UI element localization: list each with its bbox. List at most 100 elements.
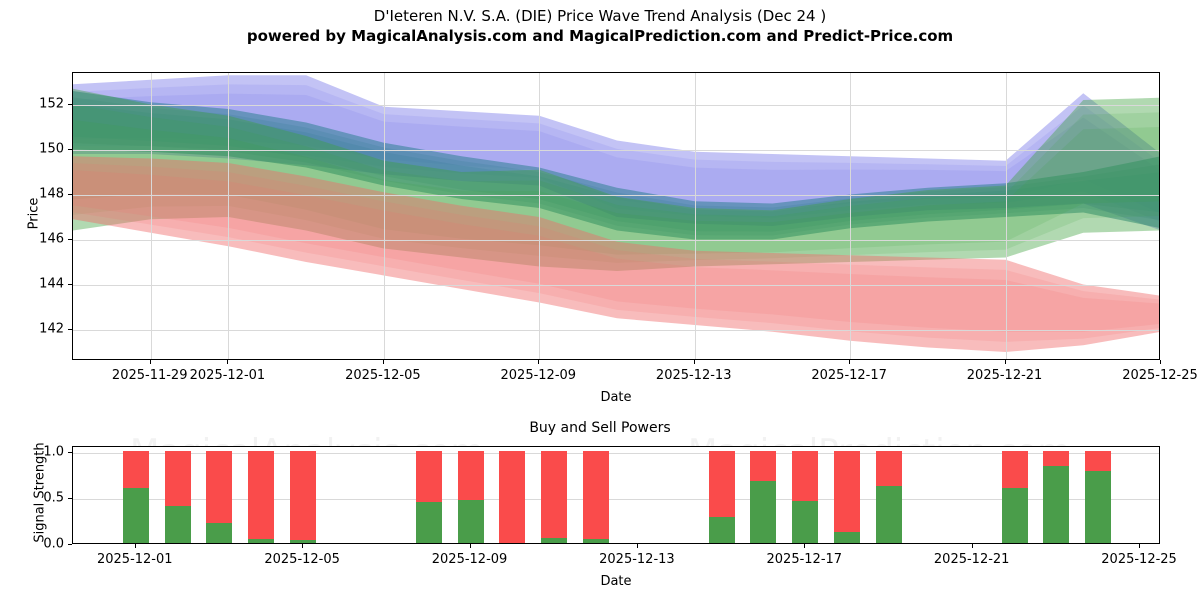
- sell-power-segment: [248, 450, 275, 540]
- buy-power-segment: [541, 538, 568, 543]
- x-tick-label: 2025-12-17: [811, 368, 887, 383]
- y-tick-mark: [68, 238, 72, 240]
- signal-bar[interactable]: [1085, 450, 1112, 543]
- signal-bar[interactable]: [708, 450, 735, 543]
- x-tick-mark: [1004, 360, 1006, 364]
- x-tick-mark: [382, 360, 384, 364]
- x-tick-label: 2025-12-01: [189, 368, 266, 383]
- grid-line-vertical: [1005, 73, 1007, 359]
- x-tick-label: 2025-12-21: [966, 368, 1043, 383]
- price-band-inner: [73, 97, 1159, 236]
- sell-power-segment: [876, 450, 902, 486]
- signal-bar[interactable]: [164, 450, 191, 543]
- sell-power-segment: [415, 450, 442, 503]
- price-band-green-band: [73, 88, 1159, 271]
- signal-bar[interactable]: [1043, 450, 1070, 543]
- price-band-teal-core-band: [73, 91, 1159, 240]
- price-band-inner: [73, 103, 1159, 232]
- x-tick-mark: [1139, 544, 1141, 548]
- grid-line-horizontal: [73, 284, 1159, 286]
- y-tick-mark: [68, 497, 72, 499]
- signal-bar[interactable]: [206, 450, 233, 543]
- x-tick-mark: [693, 360, 695, 364]
- grid-line-horizontal: [73, 239, 1159, 241]
- x-tick-label: 2025-12-05: [345, 368, 421, 383]
- sell-power-segment: [1043, 450, 1070, 467]
- signal-bar[interactable]: [457, 450, 484, 543]
- buy-power-segment: [876, 485, 902, 543]
- power-x-axis-title: Date: [600, 574, 632, 589]
- grid-line-vertical: [694, 73, 696, 359]
- grid-line-vertical: [383, 73, 385, 359]
- sell-power-segment: [1085, 450, 1112, 471]
- price-band-inner: [73, 93, 1159, 213]
- x-tick-label: 2025-12-13: [655, 368, 732, 383]
- y-tick-mark: [68, 451, 72, 453]
- y-tick-mark: [68, 283, 72, 285]
- signal-bar[interactable]: [876, 450, 902, 543]
- signal-bar[interactable]: [499, 450, 526, 543]
- sell-power-segment: [290, 450, 317, 541]
- grid-line-vertical: [539, 73, 541, 359]
- price-band-inner: [73, 119, 1159, 255]
- grid-line-horizontal: [73, 452, 1159, 454]
- x-tick-mark: [469, 544, 471, 548]
- sell-power-segment: [541, 450, 568, 539]
- y-tick-label: 152: [39, 96, 64, 111]
- grid-line-vertical: [150, 73, 152, 359]
- price-band-inner: [73, 163, 1159, 342]
- price-band-inner: [73, 104, 1159, 263]
- buy-power-segment: [834, 531, 861, 543]
- y-tick-mark: [68, 193, 72, 195]
- y-tick-label: 150: [39, 141, 64, 156]
- page-title: D'Ieteren N.V. S.A. (DIE) Price Wave Tre…: [373, 7, 827, 25]
- buy-power-segment: [1043, 466, 1070, 543]
- x-tick-label: 2025-12-09: [431, 552, 508, 567]
- signal-bar[interactable]: [750, 450, 777, 543]
- grid-line-horizontal: [73, 329, 1159, 331]
- signal-bar[interactable]: [583, 450, 610, 543]
- signal-bar[interactable]: [290, 450, 317, 543]
- page-subtitle: powered by MagicalAnalysis.com and Magic…: [246, 27, 954, 45]
- y-tick-label: 148: [39, 186, 64, 201]
- signal-bar[interactable]: [122, 450, 149, 543]
- buy-power-segment: [1085, 470, 1112, 543]
- x-tick-label: 2025-12-01: [96, 552, 173, 567]
- signal-bar[interactable]: [248, 450, 275, 543]
- title-block: D'Ieteren N.V. S.A. (DIE) Price Wave Tre…: [0, 6, 1200, 46]
- buy-power-segment: [792, 501, 819, 543]
- y-tick-mark: [68, 148, 72, 150]
- x-tick-label: 2025-12-17: [766, 552, 843, 567]
- sell-power-segment: [583, 450, 610, 540]
- signal-bar[interactable]: [415, 450, 442, 543]
- signal-bar[interactable]: [834, 450, 861, 543]
- sell-power-segment: [122, 450, 149, 488]
- y-tick-label: 1.0: [43, 444, 64, 460]
- y-tick-mark: [68, 544, 72, 545]
- buy-power-segment: [1001, 487, 1028, 543]
- price-x-axis-title: Date: [600, 390, 632, 405]
- buy-power-segment: [164, 506, 191, 543]
- grid-line-vertical: [850, 73, 852, 359]
- sell-power-segment: [499, 450, 526, 543]
- buy-power-segment: [750, 481, 777, 543]
- x-tick-mark: [227, 360, 229, 364]
- x-tick-label: 2025-12-09: [500, 368, 577, 383]
- price-wave-panel: 142 144 146 148 150 152 2025-11-29 2025-12-01 20…: [27, 72, 1198, 405]
- sell-power-segment: [457, 450, 484, 501]
- x-tick-mark: [804, 544, 806, 548]
- x-tick-label: 2025-12-05: [264, 552, 340, 567]
- x-tick-mark: [849, 360, 851, 364]
- signal-bar[interactable]: [792, 450, 819, 543]
- sell-power-segment: [792, 450, 819, 502]
- grid-line-horizontal: [73, 149, 1159, 151]
- x-tick-mark: [636, 544, 638, 548]
- sell-power-segment: [708, 450, 735, 518]
- x-tick-label: 2025-12-25: [1122, 368, 1198, 383]
- signal-bar[interactable]: [1001, 450, 1028, 543]
- price-band-inner: [73, 170, 1159, 332]
- signal-bar[interactable]: [541, 450, 568, 543]
- y-tick-label: 142: [39, 321, 64, 336]
